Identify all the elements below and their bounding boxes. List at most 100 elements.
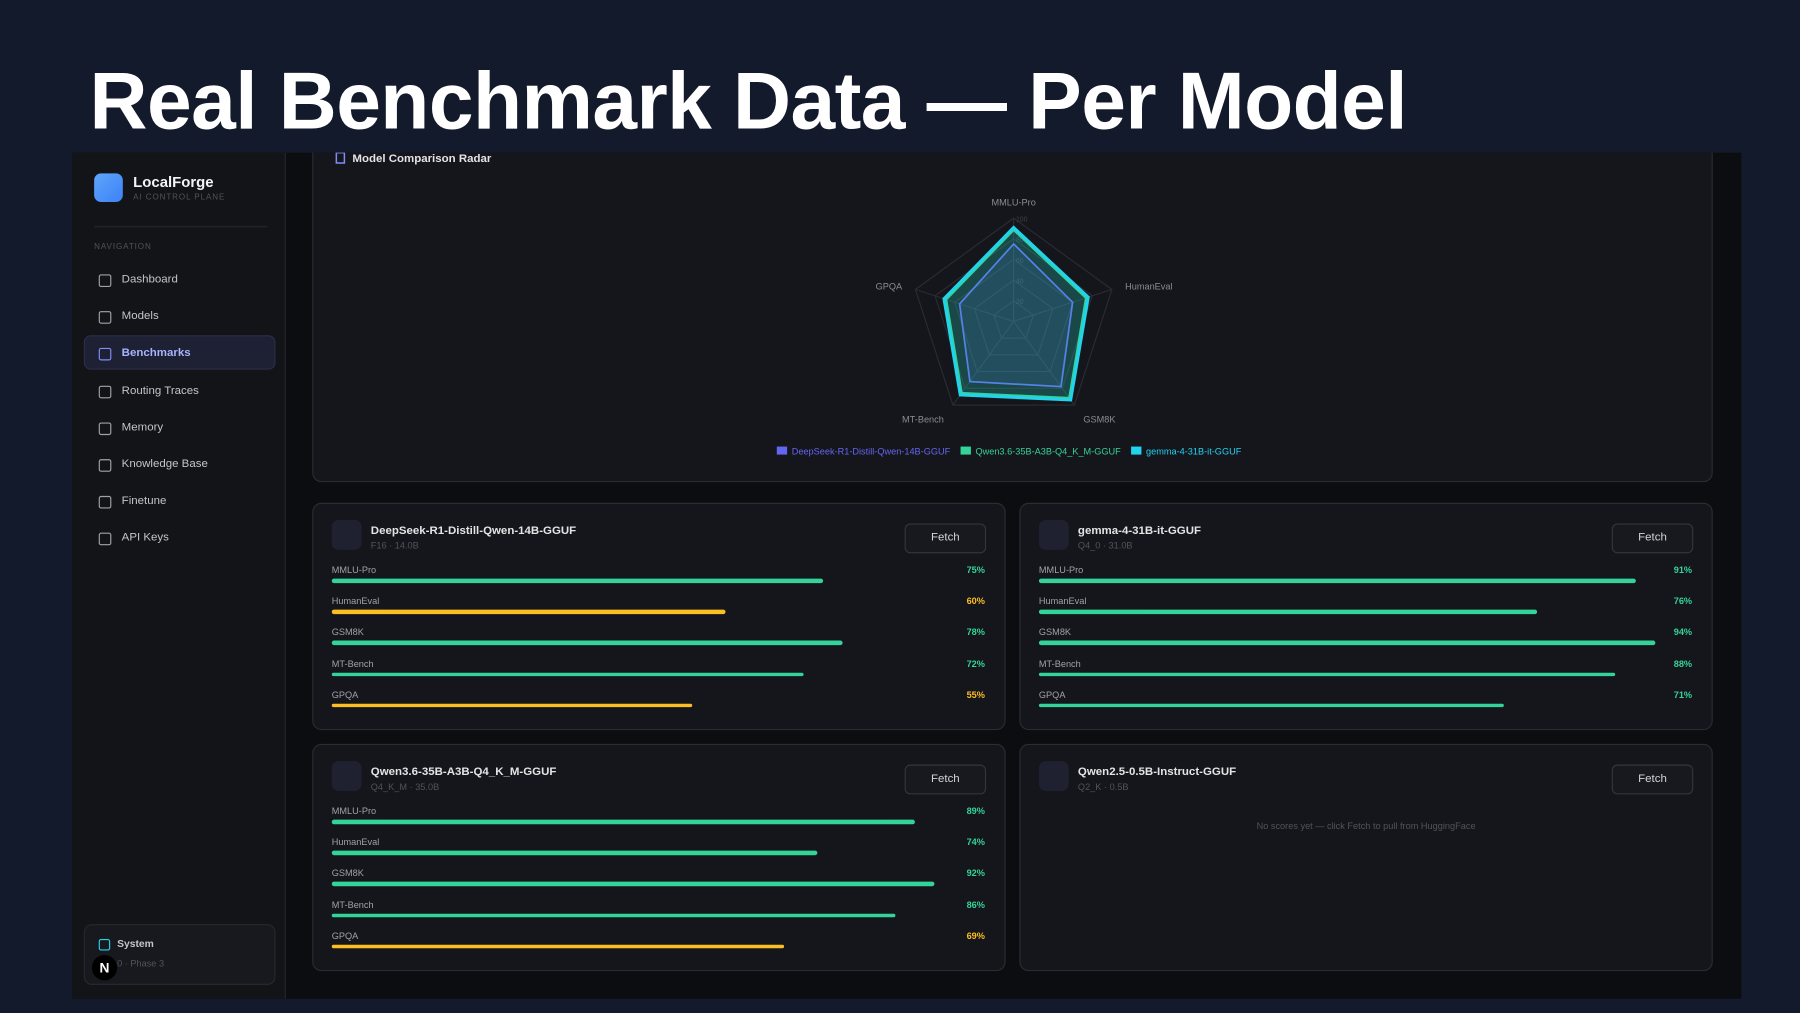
nav-item[interactable]: Finetune xyxy=(121,494,167,508)
dev-badge: N xyxy=(91,955,118,981)
axis-line xyxy=(915,288,1014,322)
score-label: MMLU-Pro xyxy=(331,564,377,576)
score-label: GSM8K xyxy=(1038,627,1072,638)
score-label: HumanEval xyxy=(331,837,380,848)
system-title: System xyxy=(117,937,154,950)
score-value: 92% xyxy=(966,868,985,879)
legend-swatch xyxy=(776,446,788,455)
score-value: 55% xyxy=(966,689,985,701)
model-icon xyxy=(331,761,362,791)
score-label: MT-Bench xyxy=(331,658,374,669)
nav-icon xyxy=(98,532,112,546)
axis-line xyxy=(1013,321,1075,406)
nav-icon xyxy=(98,274,112,287)
score-bar xyxy=(331,913,896,918)
nav-icon xyxy=(98,459,112,472)
sidebar: LocalForge AI CONTROL PLANE NAVIGATION Dash… xyxy=(72,152,286,999)
score-value: 75% xyxy=(966,564,985,576)
grid-ring xyxy=(954,258,1074,373)
nav-item[interactable]: API Keys xyxy=(121,531,169,545)
score-value: 94% xyxy=(1673,627,1693,638)
grid-ring xyxy=(993,300,1034,339)
score-label: GSM8K xyxy=(331,868,364,879)
fetch-button[interactable]: Fetch xyxy=(1611,523,1694,554)
nav-icon xyxy=(98,422,112,436)
r-tick-label: 100 xyxy=(1016,217,1028,224)
legend-swatch xyxy=(960,446,971,455)
legend-label: gemma-4-31B-it-GGUF xyxy=(1146,447,1242,457)
nav-item[interactable]: Routing Traces xyxy=(121,384,199,398)
nav-icon xyxy=(98,495,112,509)
fetch-button[interactable]: Fetch xyxy=(1611,764,1694,795)
radar-area xyxy=(958,242,1074,388)
nav-icon xyxy=(98,385,112,399)
legend: DeepSeek-R1-Distill-Qwen-14B-GGUF Qwen3.6… xyxy=(776,446,1242,457)
fetch-button[interactable]: Fetch xyxy=(904,523,987,554)
brand-name: LocalForge xyxy=(133,173,214,191)
score-bar xyxy=(331,944,785,949)
model-card: Qwen2.5-0.5B-Instruct-GGUF Q2_K · 0.5B Fet… xyxy=(1019,743,1713,972)
score-bar xyxy=(331,703,693,708)
brand-logo xyxy=(94,173,123,203)
fetch-button[interactable]: Fetch xyxy=(904,764,987,795)
category-label: GPQA xyxy=(876,281,903,291)
score-value: 88% xyxy=(1673,658,1693,669)
nav-icon xyxy=(98,311,112,324)
nav-item[interactable]: Models xyxy=(121,309,159,323)
score-value: 89% xyxy=(966,805,985,817)
system-icon xyxy=(98,939,111,951)
grid-ring xyxy=(934,238,1093,389)
model-name: Qwen3.6-35B-A3B-Q4_K_M-GGUF xyxy=(370,765,557,779)
legend-label: DeepSeek-R1-Distill-Qwen-14B-GGUF xyxy=(792,447,951,457)
grid-ring xyxy=(914,217,1113,406)
nav-item[interactable]: Memory xyxy=(121,421,164,434)
model-meta: Q4_K_M · 35.0B xyxy=(370,781,440,793)
score-value: 76% xyxy=(1673,596,1693,607)
score-label: GSM8K xyxy=(331,627,364,638)
score-value: 78% xyxy=(966,627,985,638)
score-value: 69% xyxy=(966,930,985,942)
score-label: GPQA xyxy=(331,930,359,942)
legend-label: Qwen3.6-35B-A3B-Q4_K_M-GGUF xyxy=(975,447,1121,457)
model-icon xyxy=(1038,520,1069,550)
model-meta: Q2_K · 0.5B xyxy=(1077,781,1129,793)
legend-swatch xyxy=(1131,446,1142,455)
model-meta: F16 · 14.0B xyxy=(370,540,419,552)
radar-area xyxy=(944,227,1088,400)
category-label: GSM8K xyxy=(1083,414,1116,424)
divider xyxy=(94,226,268,228)
radar-chart: Model Comparison Radar 20 40 60 80 100 MMLU-Pr… xyxy=(335,152,1242,457)
category-label: MMLU-Pro xyxy=(991,197,1035,207)
score-bar xyxy=(331,882,935,887)
system-subtitle: 0 · Phase 3 xyxy=(117,958,165,969)
score-bar xyxy=(331,672,804,677)
title-icon xyxy=(335,152,346,164)
score-bar xyxy=(1038,703,1505,708)
score-bar xyxy=(331,819,916,824)
nav-active-bg xyxy=(83,335,276,370)
score-bar xyxy=(331,850,817,855)
nav-item[interactable]: Knowledge Base xyxy=(121,458,208,471)
model-card: gemma-4-31B-it-GGUF Q4_0 · 31.0B Fetch MMLU… xyxy=(1019,502,1713,731)
score-bar xyxy=(1038,609,1538,614)
score-value: 71% xyxy=(1673,689,1693,701)
score-bar xyxy=(1038,641,1656,646)
score-label: HumanEval xyxy=(1038,596,1087,607)
brand-tagline: AI CONTROL PLANE xyxy=(133,194,226,203)
model-name: DeepSeek-R1-Distill-Qwen-14B-GGUF xyxy=(370,524,577,538)
score-bar xyxy=(331,578,824,583)
score-label: GPQA xyxy=(1038,689,1066,701)
r-tick-label: 20 xyxy=(1016,299,1024,306)
score-value: 86% xyxy=(966,899,985,910)
score-label: MT-Bench xyxy=(331,899,374,910)
score-bar xyxy=(1038,672,1616,677)
nav-item[interactable]: Benchmarks xyxy=(121,346,191,360)
score-value: 91% xyxy=(1673,564,1693,576)
model-icon xyxy=(331,520,362,550)
app-screenshot: LocalForge AI CONTROL PLANE NAVIGATION Dash… xyxy=(72,152,1742,999)
radar-card: Model Comparison Radar 20 40 60 80 100 MMLU-Pr… xyxy=(312,152,1713,483)
nav-item[interactable]: Dashboard xyxy=(121,273,178,286)
model-card: DeepSeek-R1-Distill-Qwen-14B-GGUF F16 · 1… xyxy=(312,502,1006,731)
